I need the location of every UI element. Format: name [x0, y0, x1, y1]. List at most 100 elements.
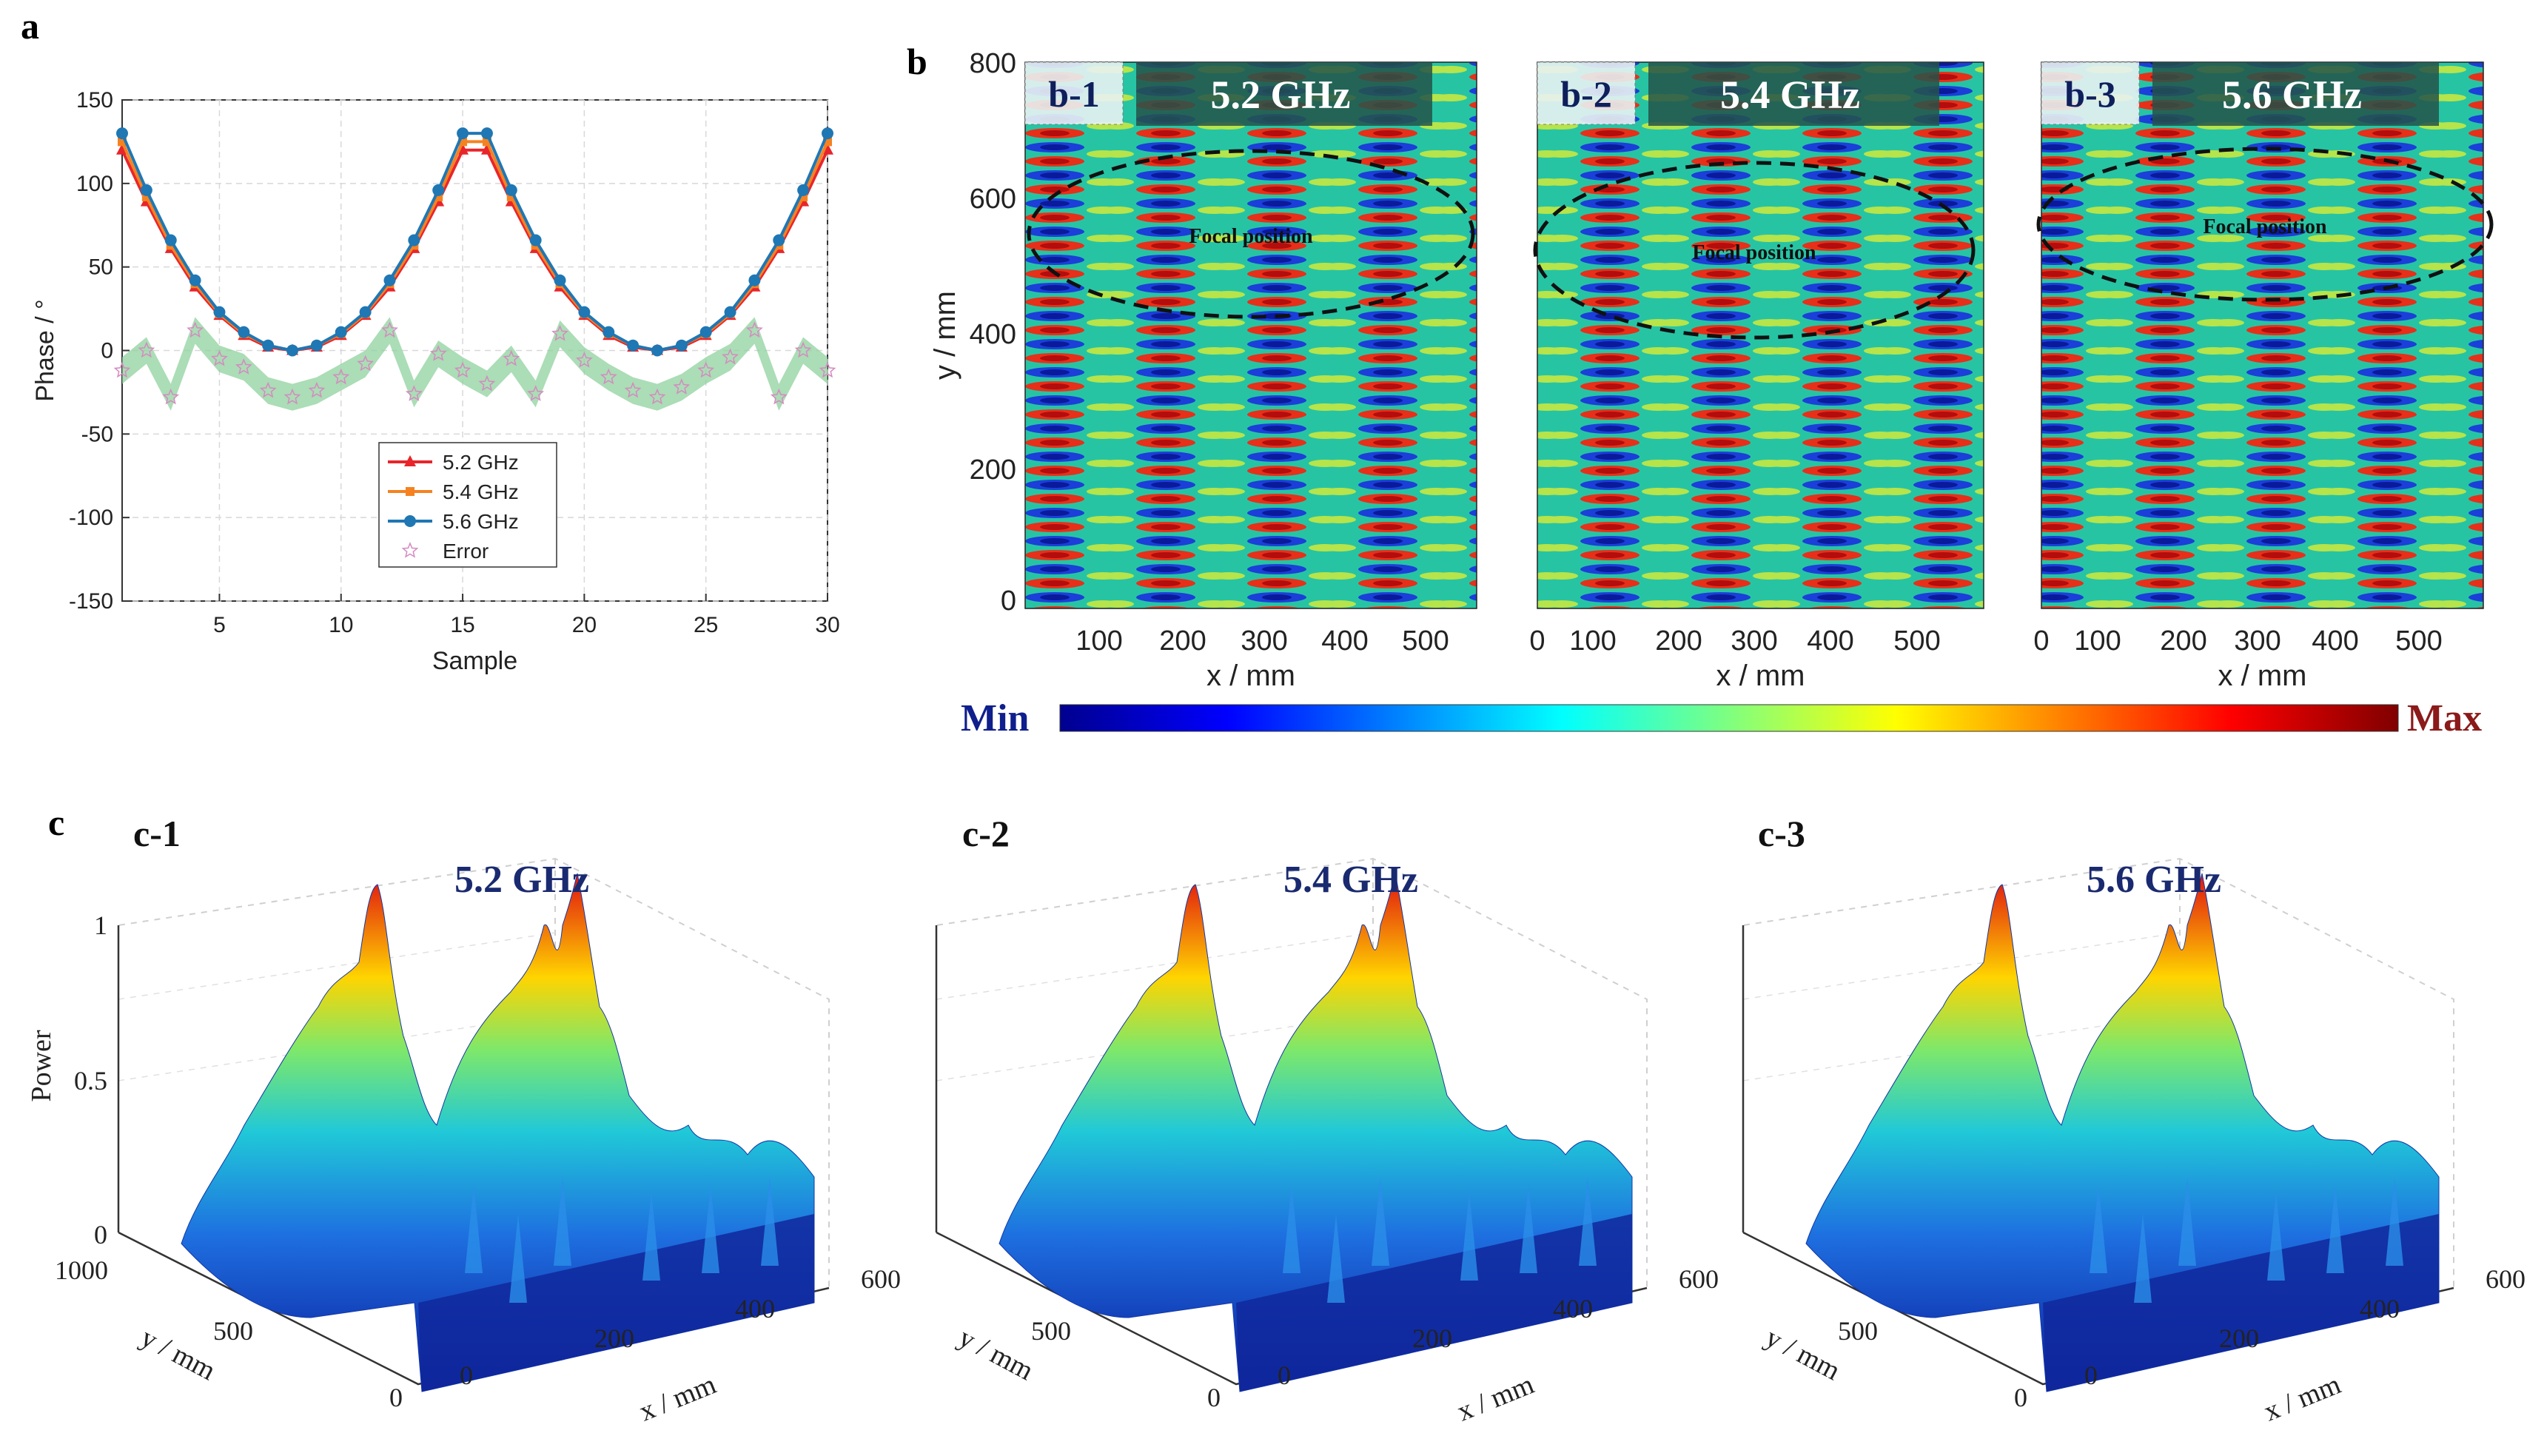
y-axis-label: y / mm: [929, 291, 961, 380]
data-point: [478, 375, 496, 392]
data-point: [819, 361, 836, 378]
surface-tag: c-3: [1758, 813, 1805, 854]
x-tick-label: 300: [1241, 625, 1287, 657]
x-axis-label: x / mm: [1716, 660, 1805, 692]
x-tick-label: 500: [1402, 625, 1449, 657]
data-point: [381, 321, 398, 338]
x-tick-label: 400: [735, 1294, 775, 1324]
y-tick-label: 200: [970, 454, 1016, 486]
y-tick-label: 800: [970, 48, 1016, 79]
x-axis-label: x / mm: [1453, 1369, 1539, 1427]
title-band: [1136, 62, 1432, 126]
data-point: [503, 349, 520, 366]
data-point: [164, 234, 177, 246]
y-tick-label: 0: [1207, 1383, 1221, 1412]
data-point: [578, 306, 591, 318]
y-tick-label: -100: [69, 506, 113, 530]
surface-spike: [2090, 1184, 2107, 1273]
y-tick-label: 500: [1838, 1316, 1878, 1346]
x-tick-label: 400: [2312, 625, 2358, 657]
data-point: [480, 127, 493, 140]
surface-spike: [2134, 1214, 2152, 1303]
data-point: [773, 234, 785, 246]
x-tick-label: 0: [1278, 1361, 1291, 1390]
x-tick-label: 400: [1553, 1294, 1593, 1324]
data-point: [357, 355, 374, 372]
data-point: [603, 326, 615, 338]
legend-label: 5.6 GHz: [443, 510, 519, 533]
y-tick-label: 150: [76, 88, 113, 113]
y-tick-label: 0: [2014, 1383, 2027, 1412]
surface-tag: c-1: [133, 813, 181, 854]
tag-box: [1537, 61, 1636, 125]
data-point: [797, 184, 810, 196]
data-point: [699, 326, 712, 338]
data-point: [697, 361, 715, 378]
surface-spike: [2178, 1177, 2196, 1266]
x-tick-label: 600: [1679, 1264, 1719, 1294]
data-point: [359, 306, 372, 318]
panel-label-c: c: [48, 802, 64, 843]
surface-spike: [1579, 1177, 1597, 1266]
data-point: [213, 306, 226, 318]
y-tick-label: 0: [1001, 586, 1016, 617]
field-heatmaps: 5.2 GHz b-1 Focal position 100 200 300 400 500 x…: [929, 48, 2494, 692]
legend-label: Error: [443, 540, 489, 563]
surface-spike: [2326, 1184, 2344, 1273]
data-point: [648, 388, 666, 405]
heatmap-field: [2041, 61, 2484, 609]
x-tick-label: 0: [1529, 625, 1545, 657]
panel-label-b: b: [907, 41, 927, 82]
data-point: [529, 234, 542, 246]
tag-box: [1024, 61, 1124, 125]
z-axis-label: Power: [26, 1030, 57, 1101]
x-axis-label: x / mm: [1206, 660, 1295, 692]
data-point: [600, 368, 617, 385]
x-tick-label: 100: [2074, 625, 2121, 657]
legend-marker: [406, 487, 415, 496]
data-point: [432, 184, 445, 196]
heatmap-title: 5.2 GHz: [1211, 73, 1351, 117]
legend-label: 5.4 GHz: [443, 480, 519, 503]
x-tick-label: 100: [1569, 625, 1616, 657]
data-point: [235, 358, 252, 375]
legend-marker: [401, 542, 419, 558]
x-tick-label: 25: [694, 613, 718, 637]
x-tick-label: 0: [2033, 625, 2049, 657]
x-tick-label: 300: [1731, 625, 1777, 657]
data-point: [722, 348, 739, 365]
data-point: [405, 385, 423, 401]
x-tick-label: 400: [2360, 1294, 2400, 1324]
data-point: [189, 274, 201, 286]
y-tick-label: 0: [101, 339, 113, 363]
x-tick-label: 400: [1807, 625, 1853, 657]
y-tick-label: 0: [389, 1383, 403, 1412]
colorbar-gradient: [1059, 704, 2399, 732]
surface-spike: [1327, 1214, 1345, 1303]
x-tick-label: 200: [1159, 625, 1206, 657]
heatmap-field: [1537, 61, 1984, 609]
data-point: [429, 345, 447, 361]
back-gridline: [936, 932, 1374, 1000]
heatmap-tag: b-2: [1560, 73, 1611, 115]
y-tick-label: 500: [213, 1316, 253, 1346]
legend-label: 5.2 GHz: [443, 451, 519, 474]
heatmap-title: 5.6 GHz: [2222, 73, 2362, 117]
data-point: [551, 324, 568, 341]
y-axis-label: y / mm: [953, 1322, 1038, 1387]
data-point: [408, 234, 420, 246]
surface-tag: c-2: [962, 813, 1010, 854]
y-tick-label: 100: [76, 172, 113, 196]
surface-spike: [2267, 1192, 2285, 1281]
data-point: [283, 388, 301, 405]
x-axis-label: Sample: [432, 647, 517, 675]
data-point: [527, 385, 545, 401]
surface-spike: [509, 1214, 527, 1303]
data-point: [140, 184, 152, 196]
data-point: [576, 352, 593, 368]
surface-spike: [2386, 1177, 2403, 1266]
y-axis-label: y / mm: [135, 1322, 221, 1387]
colorbar: Min Max: [961, 697, 2482, 739]
y-tick-label: -50: [81, 422, 113, 446]
surface-spike: [642, 1192, 660, 1281]
